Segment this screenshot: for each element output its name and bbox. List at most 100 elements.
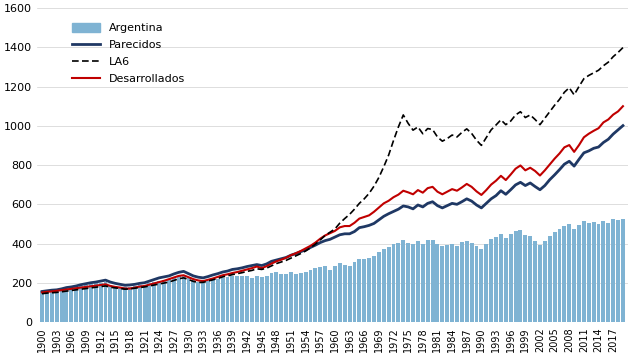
Bar [99,283,102,322]
Bar [470,243,473,322]
Bar [430,240,435,322]
Bar [260,277,264,322]
Bar [89,284,93,322]
Bar [392,245,396,322]
Bar [289,272,293,322]
Bar [416,241,420,322]
Bar [147,283,152,322]
Bar [577,225,581,322]
Bar [480,249,483,322]
Bar [123,287,127,322]
Bar [509,234,513,322]
Bar [333,266,337,322]
Bar [133,286,137,322]
Bar [319,267,322,322]
Bar [367,258,371,322]
Bar [255,276,258,322]
Bar [74,287,78,322]
Bar [538,246,542,322]
Bar [221,278,224,322]
Bar [338,263,342,322]
Bar [446,245,449,322]
Bar [597,224,600,322]
Bar [162,280,166,322]
Bar [118,287,122,322]
Bar [59,290,63,322]
Bar [245,276,249,322]
Bar [377,252,381,322]
Bar [582,221,586,322]
Bar [279,274,283,322]
Bar [543,241,547,322]
Bar [55,290,59,322]
Bar [396,243,400,322]
Bar [387,247,391,322]
Bar [231,276,234,322]
Bar [343,265,346,322]
Bar [186,278,190,322]
Bar [328,270,332,322]
Bar [348,266,351,322]
Bar [177,276,181,322]
Bar [308,270,312,322]
Bar [372,256,376,322]
Bar [143,285,147,322]
Bar [411,244,415,322]
Bar [250,278,254,322]
Bar [299,273,303,322]
Bar [557,229,561,322]
Bar [441,246,444,322]
Bar [240,276,244,322]
Bar [494,237,498,322]
Bar [552,232,557,322]
Bar [197,282,200,322]
Bar [484,244,488,322]
Bar [499,234,503,322]
Bar [548,236,552,322]
Bar [460,242,464,322]
Bar [211,280,215,322]
Bar [528,236,532,322]
Bar [226,277,229,322]
Bar [265,276,269,322]
Bar [562,226,566,322]
Bar [353,262,356,322]
Bar [514,231,518,322]
Bar [152,282,156,322]
Bar [435,245,439,322]
Bar [587,224,591,322]
Bar [362,259,366,322]
Bar [533,241,537,322]
Bar [523,235,527,322]
Bar [455,246,459,322]
Bar [450,244,454,322]
Bar [138,285,142,322]
Bar [181,276,186,322]
Bar [206,281,210,322]
Bar [109,285,112,322]
Bar [426,240,430,322]
Bar [79,286,83,322]
Bar [518,230,523,322]
Bar [235,276,240,322]
Bar [157,281,161,322]
Bar [70,288,73,322]
Bar [294,274,298,322]
Bar [274,272,278,322]
Bar [475,246,478,322]
Bar [167,279,171,322]
Bar [421,245,425,322]
Bar [611,219,615,322]
Bar [489,239,493,322]
Bar [94,283,98,322]
Bar [568,224,571,322]
Bar [401,240,405,322]
Bar [382,249,386,322]
Bar [269,273,274,322]
Bar [45,291,49,322]
Bar [191,280,195,322]
Bar [172,278,176,322]
Bar [84,285,88,322]
Bar [113,286,117,322]
Bar [602,221,605,322]
